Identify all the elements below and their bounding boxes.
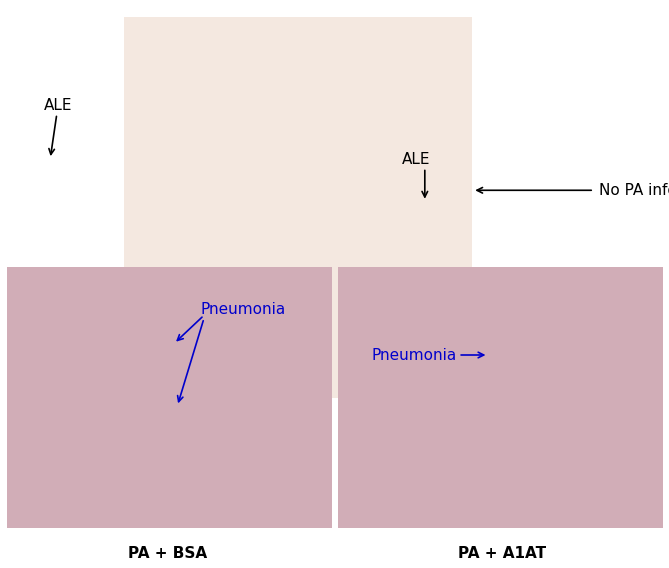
Text: PA + BSA: PA + BSA [128,546,207,561]
Text: Pneumonia: Pneumonia [201,302,286,317]
Text: ALE: ALE [43,98,72,112]
Text: PA + A1AT: PA + A1AT [458,546,546,561]
Text: No PA infection: No PA infection [599,183,669,198]
Text: Pneumonia: Pneumonia [371,348,456,362]
Text: ALE: ALE [401,152,430,166]
